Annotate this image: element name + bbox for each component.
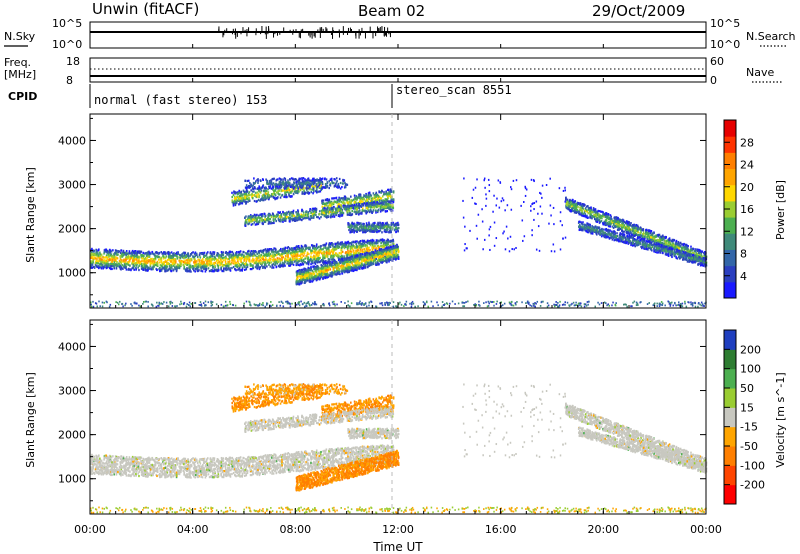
colorbar-tick-label: -50 (740, 440, 758, 453)
colorbar-tick-label: 15 (740, 401, 754, 414)
colorbar-tick-label: 50 (740, 382, 754, 395)
freq-label: Freq. (4, 56, 31, 69)
colorbar-tick-label: 20 (740, 181, 754, 194)
cpid-row: CPID normal (fast stereo) 153 stereo_sca… (8, 83, 512, 108)
range-tick-label: 4000 (58, 340, 86, 353)
time-tick-label: 00:00 (74, 523, 106, 536)
nave-tick-low: 0 (710, 74, 717, 87)
colorbar-tick-label: -15 (740, 421, 758, 434)
power-y-axis: 1000 2000 3000 4000 (58, 117, 706, 296)
nsearch-tick-high: 10^5 (710, 17, 740, 30)
nsky-tick-high: 10^5 (52, 17, 82, 30)
colorbar-tick-label: 100 (740, 363, 761, 376)
station-title: Unwin (fitACF) (92, 0, 199, 18)
cpid-segment-1: normal (fast stereo) 153 (94, 93, 267, 107)
range-tick-label: 3000 (58, 179, 86, 192)
nsky-label: N.Sky (4, 30, 36, 43)
nsky-tick-low: 10^0 (52, 38, 82, 51)
velocity-scatter (90, 383, 708, 514)
velocity-y-axis: 1000 2000 3000 4000 (58, 323, 706, 502)
cpid-segment-2: stereo_scan 8551 (396, 83, 512, 97)
velocity-colorbar-label: Velocity [m s^-1] (774, 372, 787, 467)
range-tick-label: 4000 (58, 134, 86, 147)
freq-unit-label: [MHz] (4, 68, 36, 81)
cpid-label: CPID (8, 90, 37, 103)
nsky-panel: N.Sky 10^5 10^0 10^5 10^0 N.Search (4, 17, 796, 51)
power-panel: 1000 2000 3000 4000 Slant Range [km] (24, 113, 708, 309)
power-colorbar: 4 8 12 16 20 24 28 (723, 119, 754, 299)
range-tick-label: 3000 (58, 385, 86, 398)
range-tick-label: 1000 (58, 267, 86, 280)
velocity-colorbar: -200 -100 -50 -15 15 50 100 200 (723, 329, 765, 505)
power-colorbar-label: Power [dB] (774, 180, 787, 240)
colorbar-tick-label: 16 (740, 203, 754, 216)
time-tick-label: 20:00 (587, 523, 619, 536)
velocity-panel: 1000 2000 3000 4000 Slant Range [km] (24, 319, 708, 515)
time-axis: 00:00 04:00 08:00 12:00 16:00 20:00 00:00 (74, 44, 722, 536)
nsky-trace (90, 26, 706, 39)
colorbar-tick-label: -200 (740, 479, 765, 492)
date-label: 29/Oct/2009 (592, 2, 685, 20)
range-tick-label: 2000 (58, 429, 86, 442)
beam-label: Beam 02 (358, 2, 425, 20)
range-tick-label: 1000 (58, 473, 86, 486)
colorbar-tick-label: 12 (740, 225, 754, 238)
power-scatter (90, 177, 708, 308)
colorbar-tick-label: 8 (740, 248, 747, 261)
velocity-ylabel: Slant Range [km] (24, 372, 37, 468)
colorbar-tick-label: -100 (740, 459, 765, 472)
power-ylabel: Slant Range [km] (24, 167, 37, 263)
freq-panel: Freq. [MHz] 18 8 60 0 Nave (4, 55, 782, 87)
nsearch-label: N.Search (746, 30, 796, 43)
time-tick-label: 08:00 (279, 523, 311, 536)
colorbar-tick-label: 24 (740, 159, 754, 172)
nsearch-tick-low: 10^0 (710, 38, 740, 51)
nave-label: Nave (746, 66, 774, 79)
freq-tick-low: 8 (66, 74, 73, 87)
colorbar-tick-label: 28 (740, 136, 754, 149)
time-tick-label: 04:00 (177, 523, 209, 536)
colorbar-tick-label: 4 (740, 270, 747, 283)
nave-tick-high: 60 (710, 55, 724, 68)
time-tick-label: 00:00 (690, 523, 722, 536)
freq-tick-high: 18 (66, 55, 80, 68)
time-axis-label: Time UT (372, 540, 423, 554)
time-tick-label: 12:00 (382, 523, 414, 536)
time-tick-label: 16:00 (485, 523, 517, 536)
colorbar-tick-label: 200 (740, 343, 761, 356)
range-tick-label: 2000 (58, 223, 86, 236)
